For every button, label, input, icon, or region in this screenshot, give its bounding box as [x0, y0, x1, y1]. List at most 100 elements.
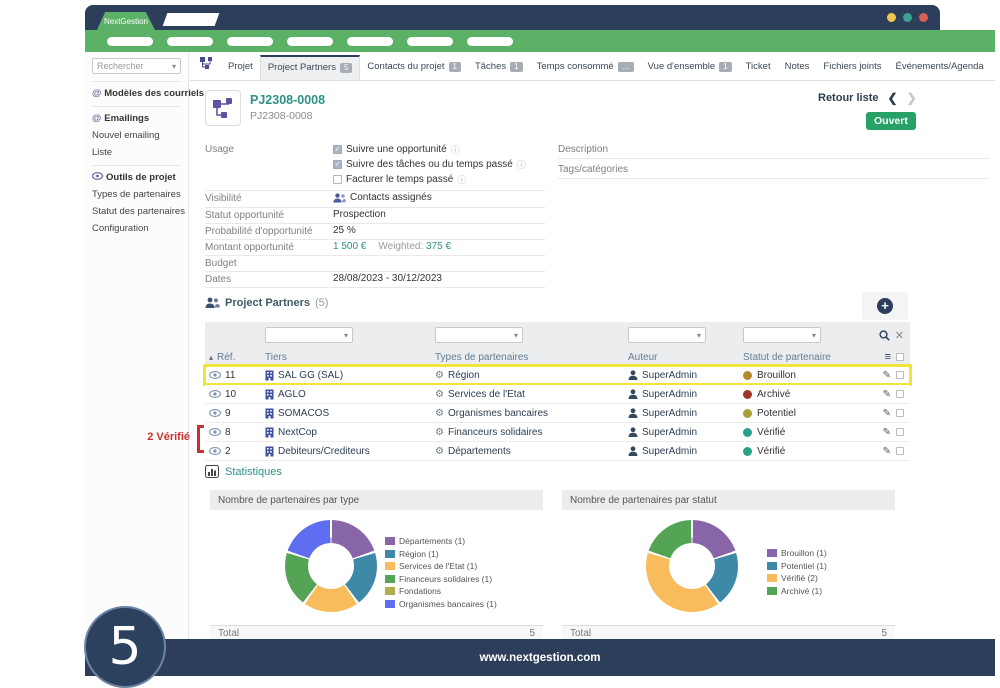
auteur-link[interactable]: SuperAdmin: [642, 446, 697, 457]
tab-temps-consomm-[interactable]: Temps consommé…: [530, 55, 641, 80]
browser-tab-blank[interactable]: [163, 13, 220, 26]
list-icon[interactable]: ≡: [885, 351, 891, 363]
eye-icon[interactable]: [209, 390, 221, 398]
sidebar-item-statut-des-partenaires[interactable]: Statut des partenaires: [92, 206, 181, 217]
filter-select[interactable]: ▾: [265, 327, 353, 343]
filter-cell: ▾: [743, 327, 875, 343]
browser-tab-nextgestion[interactable]: NextGestion: [97, 12, 155, 30]
tab-fichiers-joints[interactable]: Fichiers joints: [816, 55, 888, 80]
close-dot[interactable]: [919, 13, 928, 22]
checkbox[interactable]: ✓: [333, 160, 342, 169]
tab-t-ches[interactable]: Tâches1: [468, 55, 530, 80]
legend-label: Fondations: [399, 586, 441, 596]
sidebar-item-configuration[interactable]: Configuration: [92, 223, 181, 234]
sidebar-item-types-de-partenaires[interactable]: Types de partenaires: [92, 189, 181, 200]
row-checkbox[interactable]: [896, 409, 904, 417]
nav-item-redacted[interactable]: [287, 37, 333, 46]
tab-project-partners[interactable]: Project Partners5: [260, 55, 361, 80]
row-checkbox[interactable]: [896, 447, 904, 455]
auteur-link[interactable]: SuperAdmin: [642, 370, 697, 381]
tab-ticket[interactable]: Ticket: [739, 55, 778, 80]
status-open-button[interactable]: Ouvert: [866, 112, 916, 130]
edit-pencil-icon[interactable]: ✎: [883, 427, 891, 438]
column-header-type[interactable]: Types de partenaires: [435, 352, 628, 363]
edit-pencil-icon[interactable]: ✎: [883, 389, 891, 400]
column-header-actions: ≡: [875, 351, 910, 363]
tiers-link[interactable]: AGLO: [278, 389, 306, 400]
tiers-link[interactable]: Debiteurs/Crediteurs: [278, 446, 370, 457]
partners-title: Project Partners: [225, 297, 310, 309]
sidebar-item-label: Modèles des courriels: [104, 88, 204, 99]
search-icon[interactable]: [879, 330, 890, 341]
annotation-bracket: [197, 425, 204, 453]
type-link[interactable]: Région: [448, 370, 480, 381]
sidebar-search-select[interactable]: Rechercher ▾: [92, 58, 181, 74]
edit-pencil-icon[interactable]: ✎: [883, 446, 891, 457]
auteur-link[interactable]: SuperAdmin: [642, 427, 697, 438]
nav-item-redacted[interactable]: [347, 37, 393, 46]
filter-select[interactable]: ▾: [628, 327, 706, 343]
edit-pencil-icon[interactable]: ✎: [883, 408, 891, 419]
tiers-link[interactable]: SAL GG (SAL): [278, 370, 343, 381]
row-checkbox[interactable]: [896, 371, 904, 379]
row-checkbox[interactable]: [896, 390, 904, 398]
column-header-tiers[interactable]: Tiers: [265, 352, 435, 363]
sidebar-item-nouvel-emailing[interactable]: Nouvel emailing: [92, 130, 181, 141]
type-link[interactable]: Organismes bancaires: [448, 408, 548, 419]
clear-filter-icon[interactable]: ✕: [895, 329, 904, 342]
minimize-dot[interactable]: [887, 13, 896, 22]
checkbox[interactable]: ✓: [333, 145, 342, 154]
select-all-checkbox[interactable]: [896, 353, 904, 361]
tab-vue-d-ensemble[interactable]: Vue d'ensemble1: [641, 55, 739, 80]
status-dot: [743, 409, 752, 418]
legend-item: Vérifié (2): [767, 573, 827, 583]
auteur-link[interactable]: SuperAdmin: [642, 408, 697, 419]
column-header-ref[interactable]: ▴Réf.: [205, 352, 265, 363]
sidebar-item-mod-les-des-courriels[interactable]: @Modèles des courriels: [92, 88, 181, 99]
maximize-dot[interactable]: [903, 13, 912, 22]
auteur-link[interactable]: SuperAdmin: [642, 389, 697, 400]
type-link[interactable]: Financeurs solidaires: [448, 427, 543, 438]
checkbox-row: Facturer le temps passéⓘ: [333, 173, 526, 186]
column-header-auteur[interactable]: Auteur: [628, 352, 743, 363]
checkbox-row: ✓Suivre une opportunitéⓘ: [333, 143, 526, 156]
sidebar-item-liste[interactable]: Liste: [92, 147, 181, 158]
filter-select[interactable]: ▾: [435, 327, 523, 343]
tab--v-nements-agenda[interactable]: Événements/Agenda: [889, 55, 991, 80]
nav-item-redacted[interactable]: [467, 37, 513, 46]
nav-item-redacted[interactable]: [107, 37, 153, 46]
type-link[interactable]: Services de l'Etat: [448, 389, 525, 400]
back-to-list-link[interactable]: Retour liste: [818, 92, 879, 104]
edit-pencil-icon[interactable]: ✎: [883, 370, 891, 381]
column-header-statut[interactable]: Statut de partenaire: [743, 352, 875, 363]
tab-label: Contacts du projet: [367, 61, 444, 72]
gear-icon: ⚙: [435, 446, 444, 457]
row-checkbox[interactable]: [896, 428, 904, 436]
cell-actions: ✎: [875, 408, 910, 419]
eye-icon[interactable]: [209, 447, 221, 455]
legend-item: Fondations: [385, 586, 497, 596]
sidebar-item-outils-de-projet[interactable]: Outils de projet: [92, 172, 181, 183]
eye-icon[interactable]: [209, 371, 221, 379]
table-header-row: ▴Réf.TiersTypes de partenairesAuteurStat…: [205, 348, 910, 366]
checkbox[interactable]: [333, 175, 342, 184]
tab-projet[interactable]: Projet: [221, 55, 260, 80]
filter-select[interactable]: ▾: [743, 327, 821, 343]
next-record-icon[interactable]: ❯: [907, 91, 917, 105]
prev-record-icon[interactable]: ❮: [888, 91, 898, 105]
sitemap-icon: [190, 56, 221, 80]
tiers-link[interactable]: NextCop: [278, 427, 317, 438]
tab-notes[interactable]: Notes: [778, 55, 817, 80]
nav-item-redacted[interactable]: [227, 37, 273, 46]
nav-item-redacted[interactable]: [407, 37, 453, 46]
eye-icon[interactable]: [209, 409, 221, 417]
nav-item-redacted[interactable]: [167, 37, 213, 46]
cell-tiers: SOMACOS: [265, 408, 435, 419]
add-partner-button[interactable]: +: [862, 292, 908, 320]
type-link[interactable]: Départements: [448, 446, 511, 457]
tab-contacts-du-projet[interactable]: Contacts du projet1: [360, 55, 468, 80]
tiers-link[interactable]: SOMACOS: [278, 408, 329, 419]
chevron-down-icon: ▾: [812, 331, 816, 340]
eye-icon[interactable]: [209, 428, 221, 436]
sidebar-item-emailings[interactable]: @Emailings: [92, 113, 181, 124]
